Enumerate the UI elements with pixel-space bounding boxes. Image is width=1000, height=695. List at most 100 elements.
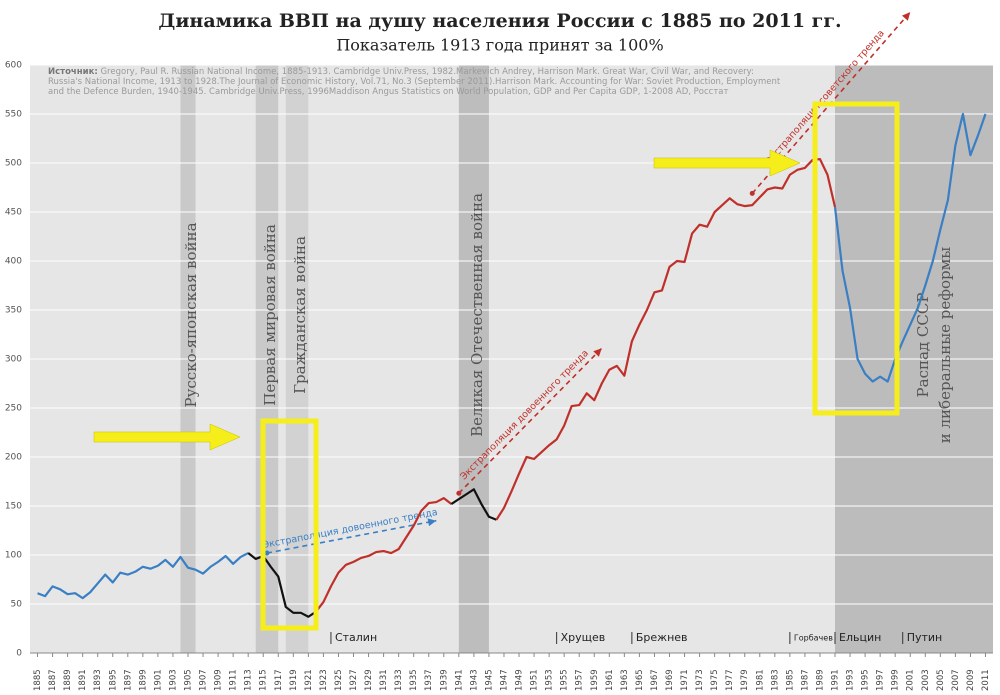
x-tick-label: 2007: [951, 669, 961, 691]
x-tick-label: 1899: [138, 669, 148, 691]
x-tick-label: 1965: [635, 669, 645, 691]
trend-line: [266, 519, 437, 554]
x-tick-label: 1961: [605, 669, 615, 691]
trend-start: [456, 490, 462, 496]
trend-arrowhead: [427, 518, 437, 527]
x-tick-label: 1901: [153, 669, 163, 691]
y-tick-label: 300: [5, 355, 22, 365]
x-tick-label: 1993: [846, 669, 856, 691]
y-tick-label: 150: [5, 502, 22, 512]
source-note: Источник: Gregory, Paul R. Russian Natio…: [48, 67, 788, 97]
x-tick-label: 1941: [454, 669, 464, 691]
x-tick-label: 2005: [936, 669, 946, 691]
x-tick-label: 1937: [424, 669, 434, 691]
y-tick-label: 250: [5, 404, 22, 414]
band-label: и либеральные реформы: [936, 247, 954, 444]
x-tick-label: 1923: [319, 669, 329, 691]
source-label: Источник:: [48, 67, 98, 77]
x-tick-label: 1925: [334, 669, 344, 691]
chart-subtitle: Показатель 1913 года принят за 100%: [336, 36, 663, 55]
x-tick-label: 1981: [755, 669, 765, 691]
y-tick-label: 600: [5, 61, 22, 71]
x-tick-label: 1963: [620, 669, 630, 691]
x-tick-label: 1893: [93, 669, 103, 691]
x-tick-label: 1939: [439, 669, 449, 691]
y-tick-label: 550: [5, 110, 22, 120]
data-line: [495, 157, 837, 521]
x-tick-label: 1943: [469, 669, 479, 691]
trend-arrowhead: [901, 12, 911, 21]
x-tick-label: 2001: [906, 669, 916, 691]
leader-label: Брежнев: [636, 631, 688, 644]
band-label: Первая мировая война: [261, 224, 279, 406]
y-tick-label: 100: [5, 551, 22, 561]
x-tick-label: 1983: [770, 669, 780, 691]
band-label: Распад СССР: [914, 293, 932, 398]
x-tick-label: 1971: [680, 669, 690, 691]
y-tick-label: 500: [5, 159, 22, 169]
trend-line: [458, 347, 603, 494]
y-tick-label: 0: [16, 649, 22, 659]
x-tick-label: 1991: [831, 669, 841, 691]
y-tick-label: 450: [5, 208, 22, 218]
x-tick-label: 1895: [108, 669, 118, 691]
x-tick-label: 1885: [33, 669, 43, 691]
x-tick-label: 1969: [665, 669, 675, 691]
band-label: Гражданская война: [291, 236, 309, 394]
trend-arrowhead: [593, 348, 602, 357]
x-tick-label: 1903: [168, 669, 178, 691]
x-tick-label: 1999: [891, 669, 901, 691]
x-tick-label: 1995: [861, 669, 871, 691]
highlight-box: [260, 418, 319, 631]
leader-label: Сталин: [335, 631, 377, 644]
x-tick-label: 1907: [199, 669, 209, 691]
x-tick-label: 1947: [499, 669, 509, 691]
x-tick-label: 2009: [966, 669, 976, 691]
x-tick-label: 1989: [815, 669, 825, 691]
x-tick-label: 1951: [530, 669, 540, 691]
x-tick-label: 1897: [123, 669, 133, 691]
x-tick-label: 1931: [379, 669, 389, 691]
x-tick-label: 1973: [695, 669, 705, 691]
trend-start: [264, 550, 270, 556]
data-line: [247, 552, 317, 618]
x-tick-label: 1921: [304, 669, 314, 691]
x-tick-label: 1933: [394, 669, 404, 691]
x-tick-label: 1929: [364, 669, 374, 691]
x-tick-label: 1917: [274, 669, 284, 691]
x-tick-label: 1891: [78, 669, 88, 691]
x-tick-label: 1949: [515, 669, 525, 691]
x-tick-label: 1913: [244, 669, 254, 691]
y-tick-label: 400: [5, 257, 22, 267]
band-label: Русско-японская война: [182, 222, 200, 407]
y-tick-label: 350: [5, 306, 22, 316]
x-tick-label: 1955: [560, 669, 570, 691]
data-line: [37, 552, 249, 600]
trend-start: [749, 190, 755, 196]
x-tick-label: 1909: [214, 669, 224, 691]
highlight-box: [812, 101, 900, 416]
x-tick-label: 1967: [650, 669, 660, 691]
data-line: [315, 497, 452, 613]
data-line: [450, 488, 497, 521]
x-tick-label: 1987: [800, 669, 810, 691]
x-tick-label: 1889: [63, 669, 73, 691]
x-tick-label: 1911: [229, 669, 239, 691]
leader-label: Горбачев: [794, 634, 833, 643]
x-tick-label: 1945: [484, 669, 494, 691]
chart-title: Динамика ВВП на душу населения России с …: [158, 10, 841, 32]
x-tick-label: 1977: [725, 669, 735, 691]
x-tick-label: 1927: [349, 669, 359, 691]
x-tick-label: 1919: [289, 669, 299, 691]
x-tick-label: 1915: [259, 669, 269, 691]
leader-label: Хрущев: [561, 631, 606, 644]
x-tick-label: 2011: [981, 669, 991, 691]
highlight-arrow: [93, 423, 241, 451]
x-tick-label: 1959: [590, 669, 600, 691]
data-line: [833, 112, 987, 383]
x-tick-label: 1957: [575, 669, 585, 691]
x-tick-label: 1935: [409, 669, 419, 691]
x-tick-label: 1975: [710, 669, 720, 691]
